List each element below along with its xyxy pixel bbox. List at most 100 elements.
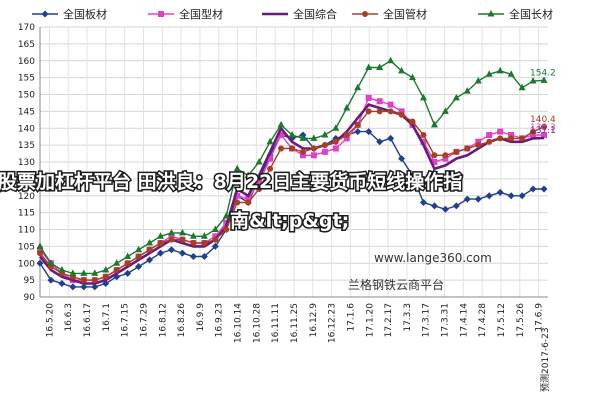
data-point [430, 202, 438, 210]
data-point [289, 145, 295, 152]
y-tick-label: 160 [18, 57, 35, 67]
series-5 [36, 56, 548, 276]
x-tick-label: 16.8.12 [158, 303, 168, 337]
data-point [167, 246, 175, 254]
legend-entry: 全国综合 [262, 7, 337, 21]
y-tick-label: 135 [18, 141, 35, 151]
data-point [234, 199, 241, 206]
data-point [124, 260, 131, 267]
x-tick-label: 17.1.6 [346, 303, 356, 332]
data-point [135, 263, 143, 271]
x-tick-label: 17.3.17 [422, 303, 432, 337]
x-tick-label: 17.3.3 [403, 303, 413, 332]
data-point [441, 107, 449, 114]
data-point [278, 132, 285, 138]
end-value-label: 137.1 [530, 126, 556, 136]
data-point [47, 259, 55, 266]
data-point [376, 108, 383, 115]
data-point [222, 212, 230, 219]
data-point [178, 249, 186, 257]
x-tick-label: 17.2.17 [384, 303, 394, 337]
data-point [508, 132, 515, 138]
data-point [234, 192, 241, 199]
data-point [464, 145, 471, 152]
data-point [486, 138, 493, 145]
legend-entry: 全国型材 [148, 7, 223, 21]
data-point [113, 259, 121, 266]
data-point [540, 185, 548, 193]
x-tick-label: 16.5.20 [45, 303, 55, 338]
data-point [211, 225, 219, 232]
y-tick-label: 150 [18, 91, 35, 101]
data-point [431, 152, 438, 159]
data-point [211, 242, 219, 250]
data-point [310, 134, 318, 141]
legend-entry: 全国管材 [352, 7, 427, 21]
data-point [168, 236, 175, 243]
data-point [430, 120, 438, 128]
data-point [299, 134, 307, 141]
data-point [452, 93, 460, 101]
data-point [474, 77, 482, 84]
data-point [157, 240, 164, 246]
legend-label: 全国长材 [509, 7, 553, 21]
data-point [321, 131, 329, 138]
x-tick-label: 16.12.23 [328, 303, 338, 343]
data-point [58, 280, 66, 287]
data-point [58, 266, 66, 273]
data-point [332, 124, 340, 131]
legend: 全国板材 全国型材 全国综合 全国管材 全国长材 [32, 7, 553, 21]
x-tick-label: 16.8.26 [177, 303, 187, 338]
series-layer [36, 56, 548, 291]
data-point [200, 253, 208, 260]
data-point [200, 232, 208, 239]
data-point [310, 145, 317, 152]
x-tick-label: 16.12.9 [309, 303, 319, 338]
data-point [278, 145, 285, 152]
x-axis-ticks: 16.5.20 16.6.3 16.6.17 16.7.1 16.7.15 16.7.29… [45, 303, 544, 343]
data-point [157, 249, 165, 257]
legend-label: 全国管材 [383, 7, 427, 21]
data-point [387, 108, 394, 115]
data-point [37, 246, 43, 253]
end-value-label: 140.4 [530, 115, 556, 125]
data-point [507, 192, 515, 200]
data-point [529, 77, 537, 84]
data-point [201, 240, 208, 246]
data-point [354, 121, 361, 128]
data-point [146, 256, 154, 264]
data-point [168, 233, 175, 240]
data-point [496, 66, 504, 74]
data-point [91, 283, 99, 291]
data-point [41, 10, 49, 18]
data-point [146, 239, 154, 246]
data-point [518, 83, 526, 91]
data-point [387, 101, 394, 108]
overlay-title-line1: 股票加杠杆平台 田洪良：8月22日主要货币短线操作指 [0, 170, 462, 193]
data-point [37, 250, 43, 257]
x-tick-label: 16.9.23 [215, 303, 225, 337]
data-point [321, 148, 328, 155]
data-point [507, 70, 515, 77]
y-tick-label: 100 [18, 259, 35, 269]
data-point [497, 128, 504, 135]
x-tick-label: 16.10.14 [234, 303, 244, 343]
data-point [442, 155, 449, 162]
data-point [80, 277, 87, 284]
data-point [419, 93, 427, 101]
data-point [365, 108, 372, 115]
x-tick-label: 16.11.25 [290, 303, 300, 343]
end-value-label: 154.2 [530, 68, 556, 78]
data-point [299, 152, 306, 159]
data-point [157, 232, 165, 239]
x-tick-label: 17.5.12 [497, 303, 507, 337]
data-point [497, 135, 504, 142]
y-tick-label: 170 [18, 23, 35, 33]
x-tick-label: 17.6.9 [535, 303, 545, 332]
data-point [541, 123, 547, 130]
data-point [277, 120, 285, 128]
series-3 [38, 103, 545, 285]
data-point [453, 148, 460, 155]
data-point [212, 236, 219, 243]
